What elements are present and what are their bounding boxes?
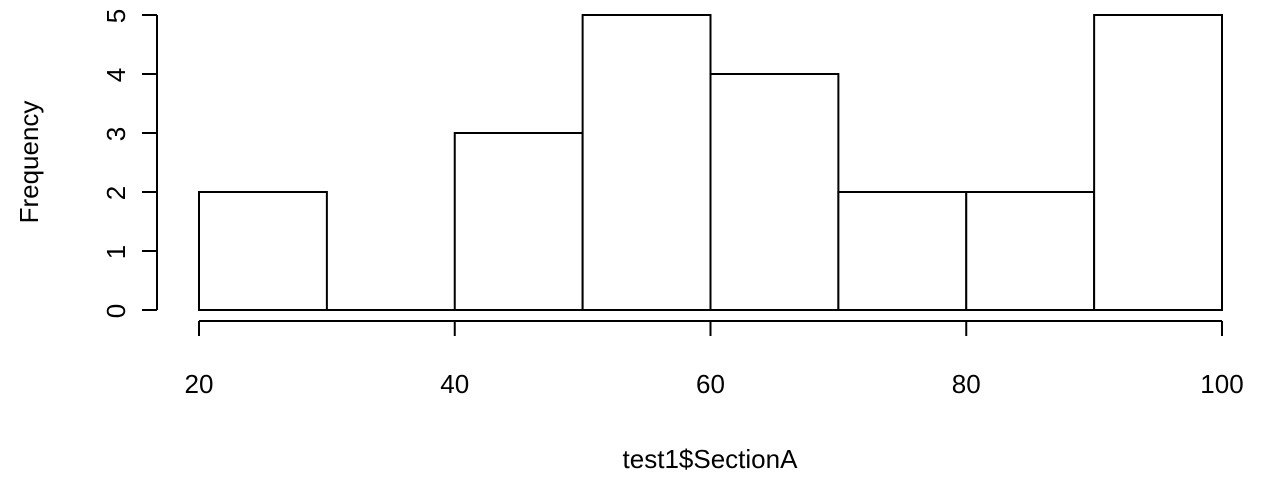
y-tick-label: 4 [101, 68, 131, 82]
x-tick-label: 20 [185, 369, 214, 399]
histogram-bar [965, 191, 1096, 311]
bars-layer [198, 14, 1223, 311]
y-tick-label: 5 [101, 9, 131, 23]
histogram-bar [453, 132, 584, 311]
histogram-bar [581, 14, 712, 311]
x-axis-label: test1$SectionA [623, 444, 799, 474]
y-tick-label: 1 [101, 245, 131, 259]
x-tick-label: 80 [952, 369, 981, 399]
histogram-bar [837, 191, 968, 311]
y-axis: 0 1 2 3 4 5 [101, 9, 158, 318]
histogram-bar [709, 73, 840, 311]
x-tick-label: 40 [440, 369, 469, 399]
y-axis-label: Frequency [14, 101, 44, 224]
x-tick-label: 60 [696, 369, 725, 399]
y-tick-label: 3 [101, 127, 131, 141]
x-tick-label: 100 [1200, 369, 1243, 399]
x-axis: 20 40 60 80 100 [185, 320, 1244, 399]
histogram-bar [1093, 14, 1223, 311]
y-tick-label: 0 [101, 304, 131, 318]
y-tick-label: 2 [101, 186, 131, 200]
histogram-bar [198, 191, 328, 311]
